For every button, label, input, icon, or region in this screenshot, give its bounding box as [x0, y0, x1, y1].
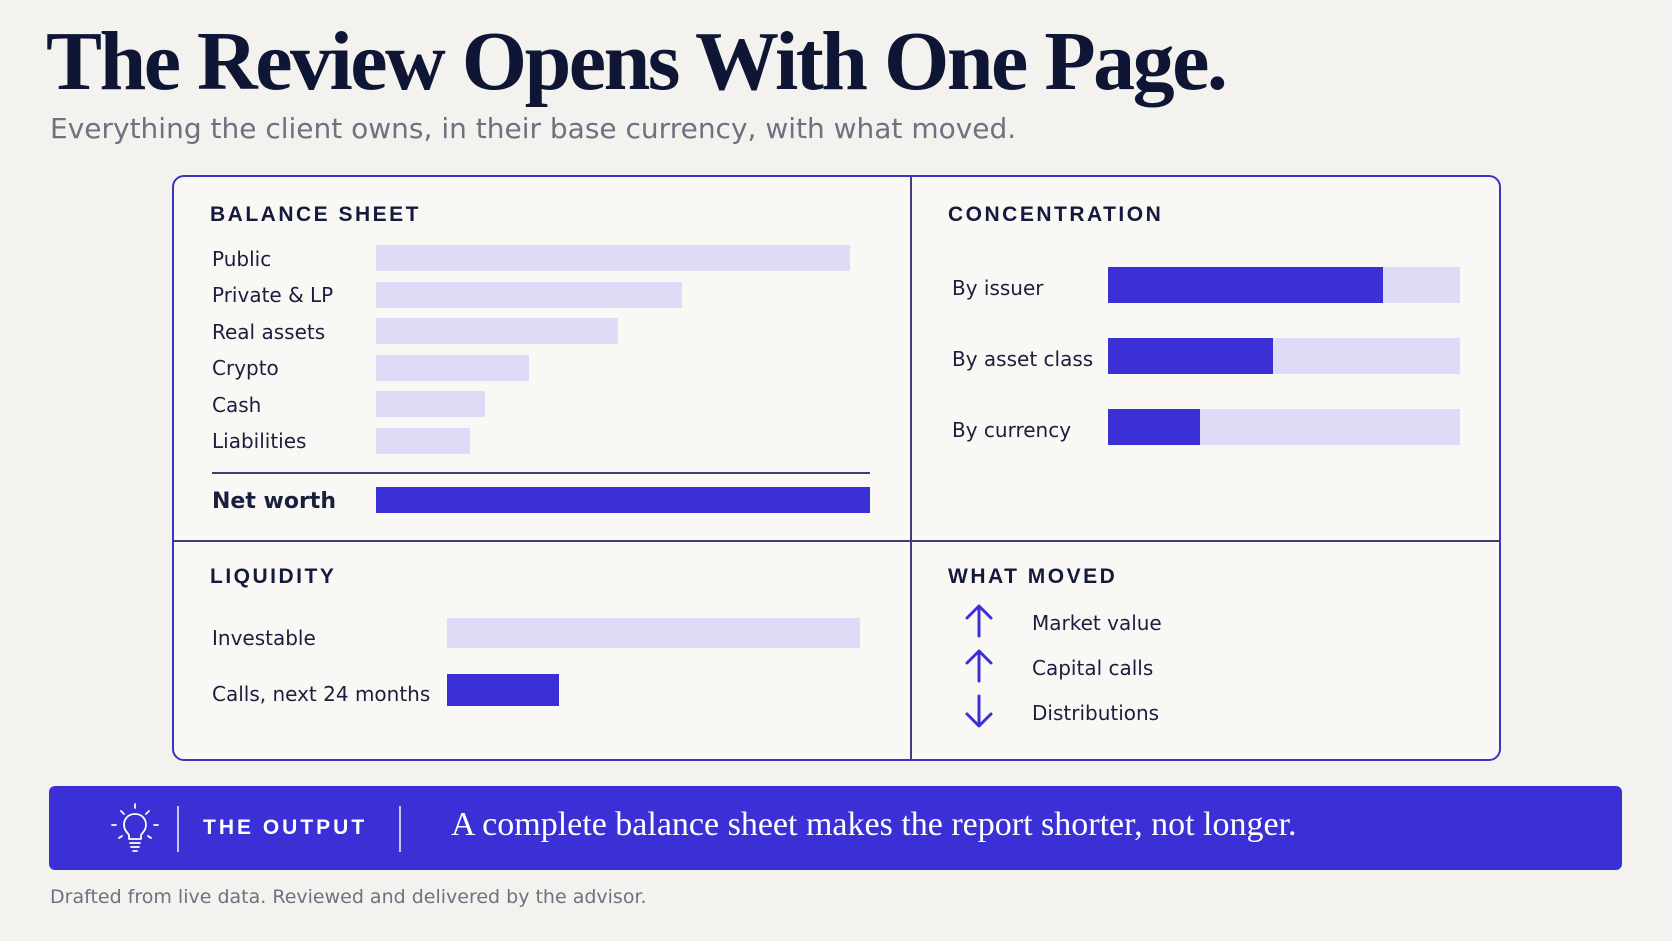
lightbulb-icon [111, 803, 159, 852]
moved-item-label: Capital calls [1032, 656, 1154, 680]
arrow-down-icon [965, 694, 993, 728]
concentration-fill [1108, 409, 1200, 445]
balance-row-label: Cash [212, 393, 262, 417]
balance-bar [376, 391, 485, 417]
concentration-row-label: By issuer [952, 276, 1044, 300]
balance-sheet-heading: BALANCE SHEET [210, 203, 422, 226]
concentration-fill [1108, 267, 1383, 303]
page-subtitle: Everything the client owns, in their bas… [50, 112, 1017, 145]
footer-note: Drafted from live data. Reviewed and del… [50, 886, 647, 908]
capital-calls-bar [447, 674, 559, 706]
panel-horizontal-divider [174, 540, 1499, 542]
concentration-row-label: By currency [952, 418, 1072, 442]
moved-item-label: Market value [1032, 611, 1162, 635]
arrow-up-icon [965, 604, 993, 638]
liquidity-heading: LIQUIDITY [210, 565, 337, 588]
arrow-up-icon [965, 649, 993, 683]
balance-row-label: Private & LP [212, 283, 334, 307]
what-moved-heading: WHAT MOVED [948, 565, 1118, 588]
panel-vertical-divider [910, 177, 912, 759]
balance-row-label: Real assets [212, 320, 326, 344]
balance-row-label: Liabilities [212, 429, 307, 453]
liquidity-row-label: Investable [212, 626, 316, 650]
balance-bar [376, 318, 618, 344]
balance-bar [376, 428, 470, 454]
investable-bar [447, 618, 860, 648]
moved-item-label: Distributions [1032, 701, 1160, 725]
balance-bar [376, 245, 850, 271]
concentration-row-label: By asset class [952, 347, 1094, 371]
balance-row-label: Public [212, 247, 272, 271]
liquidity-row-label: Calls, next 24 months [212, 682, 431, 706]
net-worth-label: Net worth [212, 489, 336, 514]
banner-tag: THE OUTPUT [203, 816, 368, 839]
concentration-track [1108, 338, 1460, 374]
page-title: The Review Opens With One Page. [46, 15, 1228, 108]
summary-panel: BALANCE SHEET Public Private & LP Real a… [172, 175, 1501, 761]
net-worth-bar [376, 487, 870, 513]
balance-row-label: Crypto [212, 356, 279, 380]
banner-divider [177, 806, 179, 852]
balance-bar [376, 282, 682, 308]
concentration-heading: CONCENTRATION [948, 203, 1164, 226]
output-banner: THE OUTPUT A complete balance sheet make… [49, 786, 1622, 870]
net-worth-rule [212, 472, 870, 474]
concentration-track [1108, 409, 1460, 445]
concentration-fill [1108, 338, 1273, 374]
concentration-track [1108, 267, 1460, 303]
banner-divider [399, 806, 401, 852]
banner-message: A complete balance sheet makes the repor… [451, 806, 1297, 843]
balance-bar [376, 355, 529, 381]
